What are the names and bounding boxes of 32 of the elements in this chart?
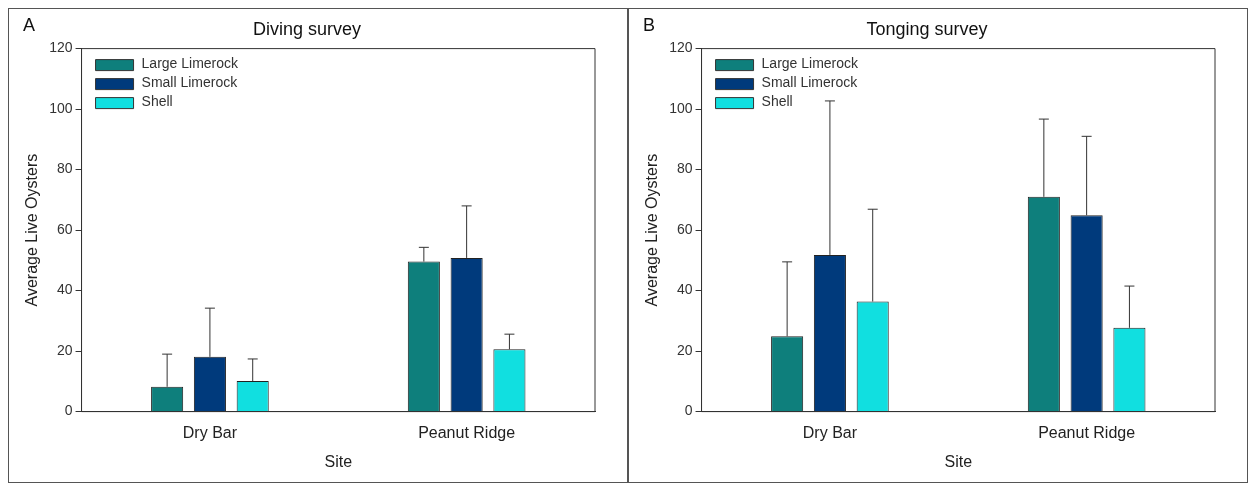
x-tick-label: Peanut Ridge [1038, 423, 1136, 441]
y-tick-label: 0 [684, 402, 693, 419]
y-tick-label: 40 [56, 281, 73, 298]
legend-label: Small Limerock [141, 74, 239, 91]
y-tick-label: 80 [676, 160, 693, 177]
chart-title: Tonging survey [866, 18, 988, 39]
legend-label: Shell [141, 93, 173, 110]
legend-label: Large Limerock [761, 55, 860, 72]
y-tick-label: 120 [49, 39, 73, 56]
legend-label: Large Limerock [141, 55, 240, 72]
x-tick-label: Dry Bar [182, 423, 238, 441]
x-axis-title: Site [944, 452, 973, 470]
y-tick-label: 80 [56, 160, 73, 177]
y-tick-label: 20 [676, 341, 693, 358]
y-tick-label: 20 [56, 341, 73, 358]
y-tick-label: 60 [56, 220, 73, 237]
y-axis-title: Average Live Oysters [23, 153, 41, 307]
y-tick-label: 120 [669, 39, 693, 56]
y-tick-label: 0 [64, 402, 73, 419]
x-axis-title: Site [324, 452, 353, 470]
y-tick-label: 100 [49, 99, 73, 116]
y-tick-label: 60 [676, 220, 693, 237]
chart-title: Diving survey [252, 18, 362, 39]
text: B [643, 14, 656, 35]
legend-label: Small Limerock [761, 74, 859, 91]
y-tick-label: 100 [669, 99, 693, 116]
x-tick-label: Dry Bar [802, 423, 858, 441]
legend-label: Shell [761, 93, 793, 110]
y-axis-title: Average Live Oysters [643, 153, 661, 307]
x-tick-label: Peanut Ridge [418, 423, 516, 441]
text: A [23, 14, 36, 35]
y-tick-label: 40 [676, 281, 693, 298]
